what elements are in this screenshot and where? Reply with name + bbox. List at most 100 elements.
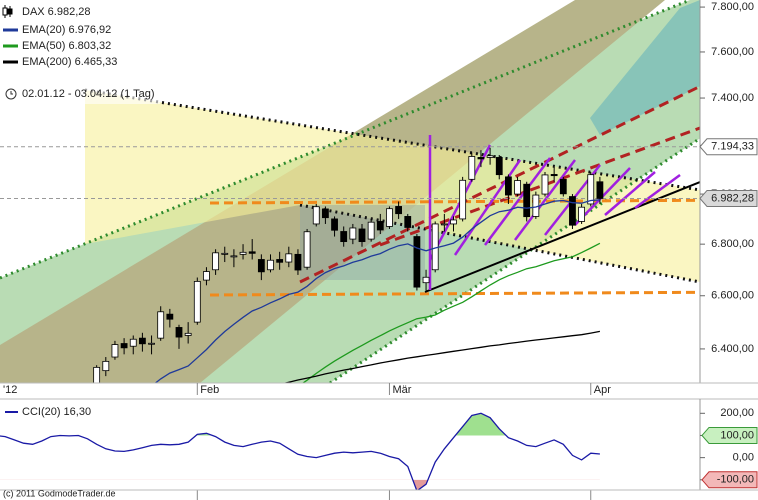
cci-axis: 200,00 100,00 0,00 -100,00 [700,407,758,489]
candle-body [395,206,403,215]
level-box [701,471,758,489]
candle-body [468,156,476,180]
candle-body [523,183,531,218]
cci-plot [0,412,600,490]
candle-body [157,311,165,339]
candle-body [349,227,357,240]
ema-line [154,199,600,383]
y-tick-label: 7.600,00 [711,46,754,58]
candle-body [276,259,284,263]
level-box [701,426,758,444]
candle-body [514,180,521,195]
candle-body [184,332,192,336]
candle-body [239,251,247,255]
candle-body [102,360,110,372]
x-axis-labels: '12 Feb Mär Apr [3,383,611,500]
candle-body [331,218,338,231]
candle-body [285,253,293,263]
candle-body [541,174,549,195]
candle-body [193,281,201,323]
candle-body [358,228,366,243]
candle-body [450,219,457,225]
y-tick-label: 100,00 [720,429,754,441]
price-plot [0,146,700,383]
candle-body [93,366,101,383]
candle-body [587,174,595,205]
candle-body [376,221,384,231]
range-bg [0,84,160,104]
candle-body [404,216,412,228]
candle-body [294,253,302,271]
candle-body [367,221,375,240]
marker-box [699,189,758,207]
y-tick-label: 6.600,00 [711,290,754,302]
candle-body [486,155,494,158]
candle-body [166,313,174,320]
candle-body [120,343,128,349]
x-tick-label: '12 [3,384,17,396]
marker-label: 6.982,28 [711,192,754,204]
candle-body [422,276,430,284]
date-range: 02.01.12 - 03.04.12 (1 Tag) [22,88,155,100]
legend-label: EMA(20) 6.976,92 [22,24,111,36]
candle-body [257,259,265,273]
clock-icon [5,88,17,100]
legend-icon [2,5,13,18]
cci-legend: CCI(20) 16,30 [0,404,100,420]
candle-body [321,208,329,219]
legend-label: EMA(200) 6.465,33 [22,56,117,68]
candle-body [386,208,393,227]
y-tick-label: 6.400,00 [711,343,754,355]
x-tick-label: Apr [594,384,611,396]
candle-body [413,236,421,288]
candle-body [495,157,503,176]
candle-body [212,252,220,271]
candle-body [559,178,567,195]
candle-body [129,338,137,347]
candle-body [340,231,348,243]
ema-line [301,242,601,383]
candle-body [596,181,604,199]
candle-body [175,327,183,338]
candle-body [111,344,119,358]
cci-line [0,412,600,490]
legend-bg [0,0,150,72]
y-tick-label: 7.800,00 [711,1,754,13]
candle-body [221,252,229,255]
clock-icon [10,91,13,95]
candle-body [230,255,238,258]
marker-label: 7.194,33 [711,141,754,153]
candle-body [550,174,558,177]
legend: DAX 6.982,28 EMA(20) 6.976,92 EMA(50) 6.… [0,0,160,104]
candle-body [459,179,467,220]
y-tick-label: -100,00 [717,474,754,486]
price-axis: 6.400,006.600,006.800,007.000,007.200,00… [699,1,758,355]
candle-body [578,206,585,222]
legend-bg [0,404,100,420]
legend-label: DAX 6.982,28 [22,6,91,18]
y-tick-label: 0,00 [733,452,754,464]
copyright: (c) 2011 GodmodeTrader.de [3,488,116,498]
candle-body [477,157,485,160]
candle-body [312,206,320,225]
y-tick-label: 6.800,00 [711,238,754,250]
cci-overbought [196,413,507,436]
y-tick-label: 200,00 [720,407,754,419]
candle-body [248,251,256,254]
candle-body [303,231,311,268]
candle-body [203,271,210,281]
candle-body [267,259,274,271]
y-tick-label: 7.400,00 [711,92,754,104]
x-tick-label: Mär [392,384,411,396]
candle-body [569,196,576,226]
x-tick-label: Feb [200,384,219,396]
candle-body [504,176,512,196]
candle-body [440,223,448,226]
candle-body [138,337,146,345]
candle-body [148,342,155,345]
legend-label: EMA(50) 6.803,32 [22,40,111,52]
ema-line [282,330,601,383]
